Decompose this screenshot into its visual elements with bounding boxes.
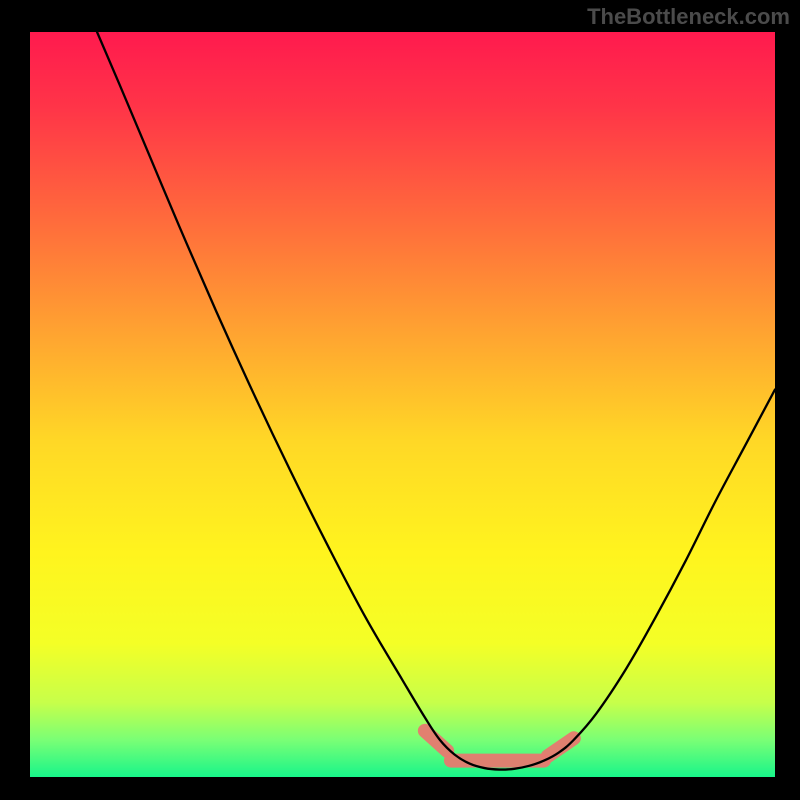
chart-container: TheBottleneck.com xyxy=(0,0,800,800)
plot-area xyxy=(30,32,775,777)
watermark-text: TheBottleneck.com xyxy=(587,4,790,30)
chart-svg xyxy=(30,32,775,777)
